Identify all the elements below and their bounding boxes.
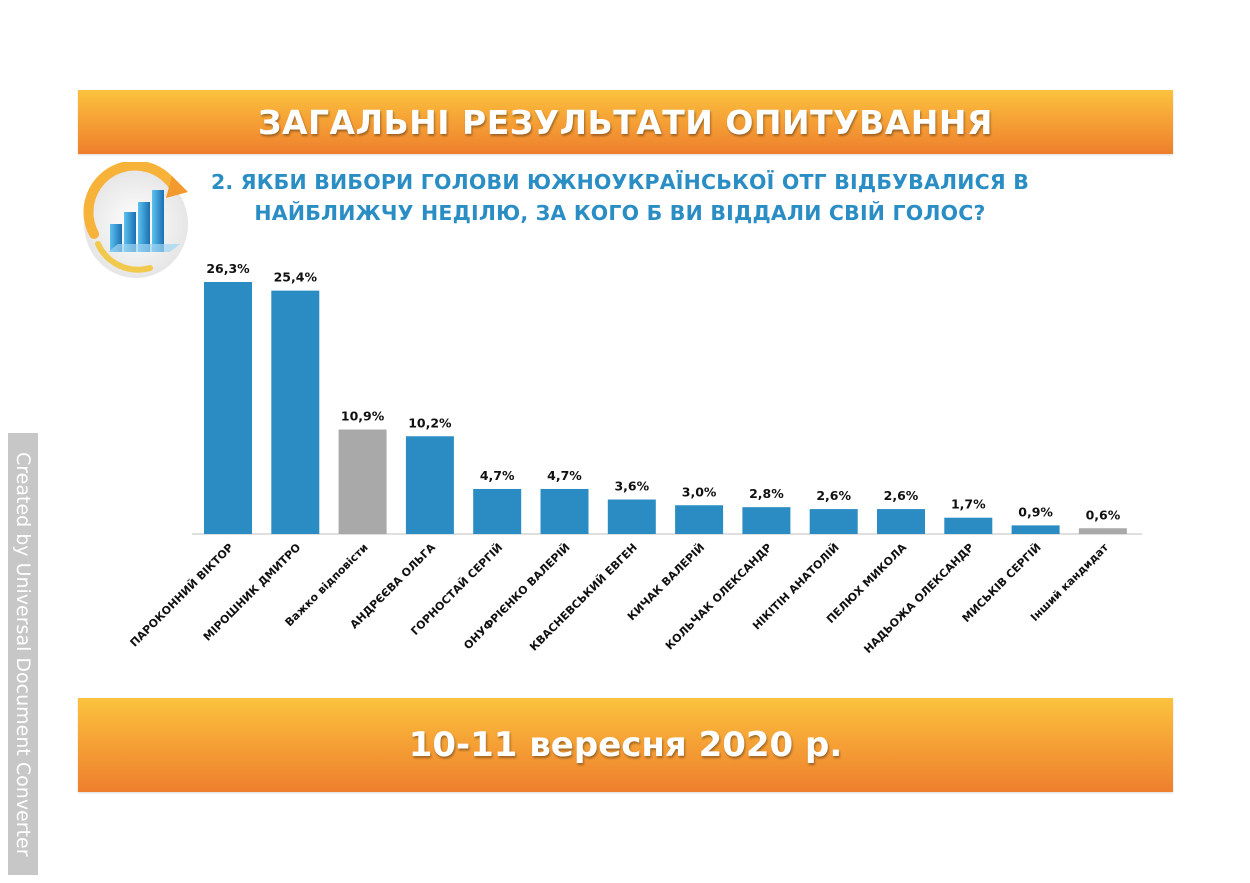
bar-6 (607, 499, 656, 534)
survey-date: 10-11 вересня 2020 р. (408, 725, 843, 765)
bar-12 (1011, 525, 1060, 534)
value-label-11: 1,7% (951, 497, 986, 512)
bar-0 (204, 282, 252, 534)
bar-10 (877, 509, 925, 534)
bar-3 (405, 436, 454, 534)
bar-1 (271, 290, 320, 534)
category-label-11: НАДЬОЖА ОЛЕКСАНДР (861, 541, 976, 656)
value-label-13: 0,6% (1086, 507, 1121, 522)
value-label-6: 3,6% (614, 479, 649, 494)
question-text: 2. ЯКБИ ВИБОРИ ГОЛОВИ ЮЖНОУКРАЇНСЬКОЇ ОТ… (200, 167, 1040, 229)
value-label-4: 4,7% (480, 468, 515, 483)
value-label-0: 26,3% (206, 261, 250, 276)
question-line-2: НАЙБЛИЖЧУ НЕДІЛЮ, ЗА КОГО Б ВИ ВІДДАЛИ С… (254, 201, 986, 225)
value-label-8: 2,8% (749, 486, 784, 501)
value-label-9: 2,6% (816, 488, 851, 503)
bar-7 (675, 505, 724, 534)
value-label-7: 3,0% (682, 484, 717, 499)
category-label-6: КВАСНЕВСЬКИЙ ЕВГЕН (527, 541, 640, 654)
date-banner: 10-11 вересня 2020 р. (78, 698, 1173, 792)
value-label-12: 0,9% (1018, 504, 1053, 519)
bar-8 (742, 507, 791, 534)
bar-11 (944, 517, 993, 534)
chart-logo-icon (83, 162, 188, 278)
bar-13 (1078, 528, 1127, 534)
watermark-strip: Created by Universal Document Converter (8, 433, 38, 875)
value-label-1: 25,4% (274, 270, 318, 285)
category-label-5: ОНУФРІЄНКО ВАЛЕРІЙ (461, 541, 572, 652)
bar-4 (473, 488, 522, 534)
question-line-1: 2. ЯКБИ ВИБОРИ ГОЛОВИ ЮЖНОУКРАЇНСЬКОЇ ОТ… (210, 170, 1030, 194)
bar-5 (540, 488, 589, 534)
title-banner: ЗАГАЛЬНІ РЕЗУЛЬТАТИ ОПИТУВАННЯ (78, 90, 1173, 154)
value-label-3: 10,2% (408, 415, 452, 430)
watermark-text: Created by Universal Document Converter (12, 451, 34, 857)
value-label-5: 4,7% (547, 468, 582, 483)
page-title: ЗАГАЛЬНІ РЕЗУЛЬТАТИ ОПИТУВАННЯ (258, 102, 993, 142)
value-label-2: 10,9% (341, 409, 385, 424)
category-label-8: КОЛЬЧАК ОЛЕКСАНДР (663, 541, 775, 653)
value-label-10: 2,6% (884, 488, 919, 503)
bar-2 (338, 429, 387, 534)
bar-9 (809, 509, 858, 534)
